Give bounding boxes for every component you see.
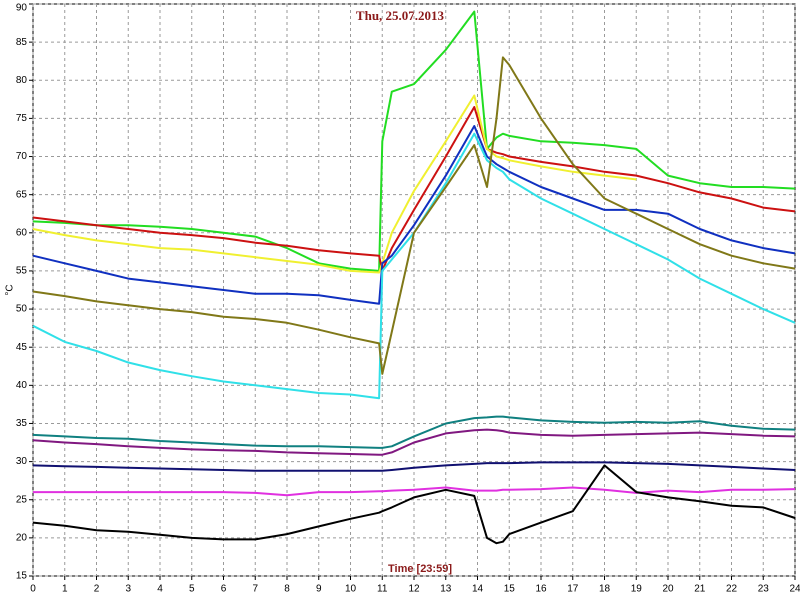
series-line bbox=[32, 428, 796, 456]
series-line bbox=[32, 415, 796, 449]
y-tick-label: 90 bbox=[16, 3, 28, 14]
x-tick-label: 12 bbox=[408, 584, 420, 595]
x-tick-label: 7 bbox=[252, 584, 258, 595]
x-tick-label: 0 bbox=[30, 584, 36, 595]
y-tick-label: 60 bbox=[16, 227, 28, 238]
x-tick-label: 10 bbox=[345, 584, 357, 595]
y-tick-label: 80 bbox=[16, 75, 28, 86]
x-tick-label: 22 bbox=[726, 584, 738, 595]
x-tick-label: 19 bbox=[631, 584, 643, 595]
x-tick-label: 16 bbox=[535, 584, 547, 595]
x-tick-label: 18 bbox=[599, 584, 611, 595]
x-tick-label: 13 bbox=[440, 584, 452, 595]
x-axis-label: Time [23:59] bbox=[388, 563, 452, 575]
series-line bbox=[32, 106, 796, 272]
y-tick-label: 30 bbox=[16, 456, 28, 467]
series-line bbox=[32, 132, 796, 400]
x-tick-label: 2 bbox=[94, 584, 100, 595]
x-tick-label: 21 bbox=[694, 584, 706, 595]
y-tick-label: 85 bbox=[16, 37, 28, 48]
x-tick-label: 15 bbox=[504, 584, 516, 595]
x-tick-label: 14 bbox=[472, 584, 484, 595]
x-tick-label: 11 bbox=[377, 584, 388, 595]
x-tick-label: 23 bbox=[758, 584, 770, 595]
y-tick-label: 35 bbox=[16, 418, 28, 429]
y-tick-label: 70 bbox=[16, 151, 28, 162]
x-tick-label: 9 bbox=[316, 584, 322, 595]
series-line bbox=[32, 56, 796, 375]
series-line bbox=[32, 125, 796, 305]
chart-title: Thu, 25.07.2013 bbox=[356, 8, 445, 23]
y-tick-label: 65 bbox=[16, 189, 28, 200]
y-tick-label: 15 bbox=[16, 571, 28, 582]
x-tick-label: 4 bbox=[157, 584, 163, 595]
x-tick-label: 3 bbox=[125, 584, 131, 595]
y-tick-label: 45 bbox=[16, 342, 28, 353]
series-line bbox=[32, 461, 796, 472]
x-tick-label: 1 bbox=[62, 584, 68, 595]
x-tick-label: 8 bbox=[284, 584, 290, 595]
series-line bbox=[32, 464, 796, 545]
series-line bbox=[32, 10, 796, 272]
y-axis-label: °C bbox=[5, 284, 16, 295]
y-tick-label: 75 bbox=[16, 113, 28, 124]
y-tick-label: 40 bbox=[16, 380, 28, 391]
x-tick-label: 5 bbox=[189, 584, 195, 595]
x-tick-label: 24 bbox=[789, 584, 800, 595]
y-tick-label: 50 bbox=[16, 304, 28, 315]
x-tick-label: 17 bbox=[567, 584, 579, 595]
x-tick-label: 6 bbox=[221, 584, 227, 595]
x-tick-label: 20 bbox=[662, 584, 674, 595]
y-tick-label: 55 bbox=[16, 266, 28, 277]
y-tick-label: 20 bbox=[16, 533, 28, 544]
y-tick-label: 25 bbox=[16, 494, 28, 505]
